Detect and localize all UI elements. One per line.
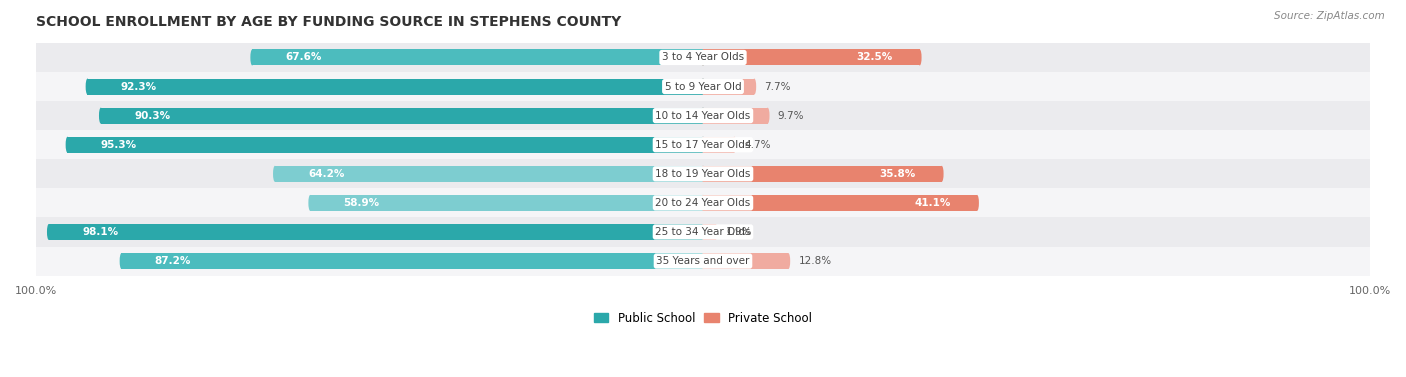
Circle shape	[714, 224, 717, 240]
Circle shape	[702, 195, 704, 211]
Circle shape	[918, 49, 921, 66]
Bar	[37, 188, 1369, 218]
Legend: Public School, Private School: Public School, Private School	[589, 307, 817, 329]
Text: 90.3%: 90.3%	[134, 110, 170, 121]
Text: 7.7%: 7.7%	[765, 81, 790, 92]
Circle shape	[702, 108, 704, 124]
Bar	[121, 253, 703, 269]
Circle shape	[702, 253, 704, 269]
Bar	[311, 195, 703, 211]
Text: 10 to 14 Year Olds: 10 to 14 Year Olds	[655, 110, 751, 121]
Text: 5 to 9 Year Old: 5 to 9 Year Old	[665, 81, 741, 92]
Text: 15 to 17 Year Olds: 15 to 17 Year Olds	[655, 140, 751, 150]
Circle shape	[752, 78, 756, 95]
Text: 35 Years and over: 35 Years and over	[657, 256, 749, 266]
Circle shape	[702, 137, 704, 153]
Circle shape	[766, 108, 769, 124]
Text: 35.8%: 35.8%	[879, 169, 915, 179]
Bar	[703, 195, 977, 211]
Text: 20 to 24 Year Olds: 20 to 24 Year Olds	[655, 198, 751, 208]
Text: 32.5%: 32.5%	[856, 52, 893, 63]
Bar	[49, 224, 703, 240]
Text: 58.9%: 58.9%	[343, 198, 380, 208]
Circle shape	[702, 224, 704, 240]
Circle shape	[939, 166, 943, 182]
Text: 12.8%: 12.8%	[799, 256, 831, 266]
Circle shape	[702, 49, 704, 66]
Circle shape	[976, 195, 979, 211]
Text: 3 to 4 Year Olds: 3 to 4 Year Olds	[662, 52, 744, 63]
Bar	[703, 78, 755, 95]
Bar	[37, 72, 1369, 101]
Bar	[101, 108, 703, 124]
Text: 9.7%: 9.7%	[778, 110, 804, 121]
Bar	[87, 78, 703, 95]
Text: 92.3%: 92.3%	[121, 81, 157, 92]
Circle shape	[786, 253, 790, 269]
Circle shape	[733, 137, 737, 153]
Circle shape	[120, 253, 124, 269]
Bar	[703, 49, 920, 66]
Circle shape	[702, 166, 704, 182]
Text: 41.1%: 41.1%	[914, 198, 950, 208]
Circle shape	[66, 137, 69, 153]
Bar	[37, 130, 1369, 159]
Text: 64.2%: 64.2%	[308, 169, 344, 179]
Bar	[37, 159, 1369, 188]
Circle shape	[702, 49, 704, 66]
Bar	[703, 253, 789, 269]
Circle shape	[46, 224, 51, 240]
Circle shape	[702, 224, 704, 240]
Text: 87.2%: 87.2%	[155, 256, 191, 266]
Circle shape	[308, 195, 312, 211]
Text: Source: ZipAtlas.com: Source: ZipAtlas.com	[1274, 11, 1385, 21]
Text: 67.6%: 67.6%	[285, 52, 322, 63]
Bar	[37, 43, 1369, 72]
Circle shape	[702, 108, 704, 124]
Circle shape	[98, 108, 103, 124]
Circle shape	[702, 253, 704, 269]
Text: 4.7%: 4.7%	[744, 140, 770, 150]
Bar	[703, 108, 768, 124]
Circle shape	[702, 78, 704, 95]
Circle shape	[702, 166, 704, 182]
Bar	[703, 224, 716, 240]
Circle shape	[702, 78, 704, 95]
Bar	[37, 101, 1369, 130]
Text: 95.3%: 95.3%	[101, 140, 136, 150]
Bar	[274, 166, 703, 182]
Text: 98.1%: 98.1%	[82, 227, 118, 237]
Bar	[703, 137, 734, 153]
Circle shape	[250, 49, 254, 66]
Text: 1.9%: 1.9%	[725, 227, 752, 237]
Bar	[67, 137, 703, 153]
Circle shape	[702, 195, 704, 211]
Circle shape	[702, 137, 704, 153]
Text: SCHOOL ENROLLMENT BY AGE BY FUNDING SOURCE IN STEPHENS COUNTY: SCHOOL ENROLLMENT BY AGE BY FUNDING SOUR…	[37, 15, 621, 29]
Bar	[37, 247, 1369, 276]
Bar	[37, 218, 1369, 247]
Circle shape	[273, 166, 277, 182]
Bar	[703, 166, 942, 182]
Text: 18 to 19 Year Olds: 18 to 19 Year Olds	[655, 169, 751, 179]
Circle shape	[86, 78, 90, 95]
Text: 25 to 34 Year Olds: 25 to 34 Year Olds	[655, 227, 751, 237]
Bar	[252, 49, 703, 66]
